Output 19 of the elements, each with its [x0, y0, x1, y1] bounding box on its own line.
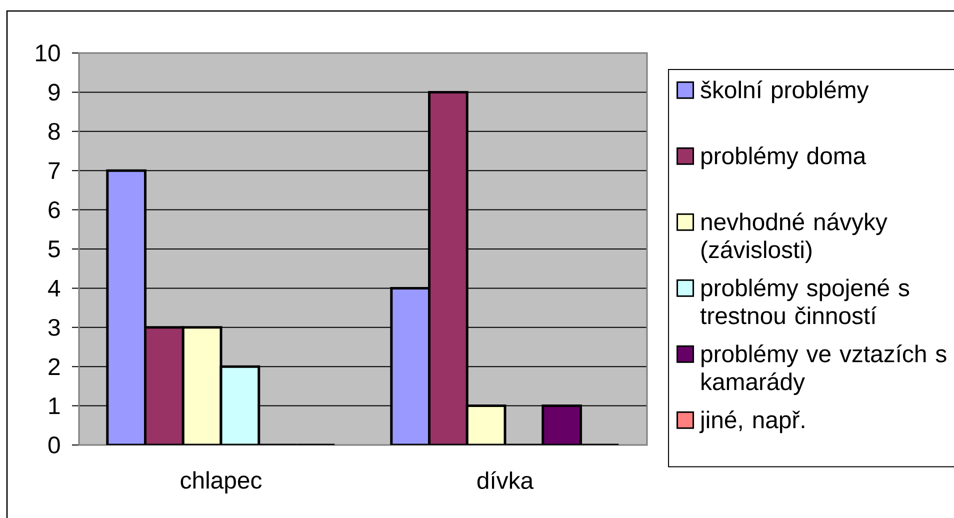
y-tick-label: 4	[48, 280, 60, 296]
legend-label: jiné, např.	[699, 410, 804, 434]
y-tick-label: 5	[48, 240, 60, 258]
y-tick-label: 8	[48, 122, 60, 140]
legend-label: problémy spojené s trestnou činností	[700, 278, 910, 324]
y-tick-label: 6	[48, 201, 60, 218]
legend-label: nevhodné návyky (závislosti)	[702, 212, 888, 263]
legend-label: problémy ve vztazích s kamarády	[702, 344, 946, 395]
y-tick-label: 0	[48, 436, 60, 454]
x-tick-label: chlapec	[180, 471, 262, 494]
y-tick-label: 3	[48, 318, 60, 336]
y-tick-label: 9	[48, 84, 60, 101]
y-tick-label: 7	[48, 162, 60, 179]
y-tick-label: 1	[49, 398, 60, 414]
y-tick-label: 10	[36, 44, 60, 62]
legend-label: problémy doma	[702, 146, 866, 170]
y-tick-label: 2	[48, 358, 60, 375]
x-tick-label: dívka	[477, 471, 534, 490]
legend-label: školní problémy	[700, 80, 869, 104]
